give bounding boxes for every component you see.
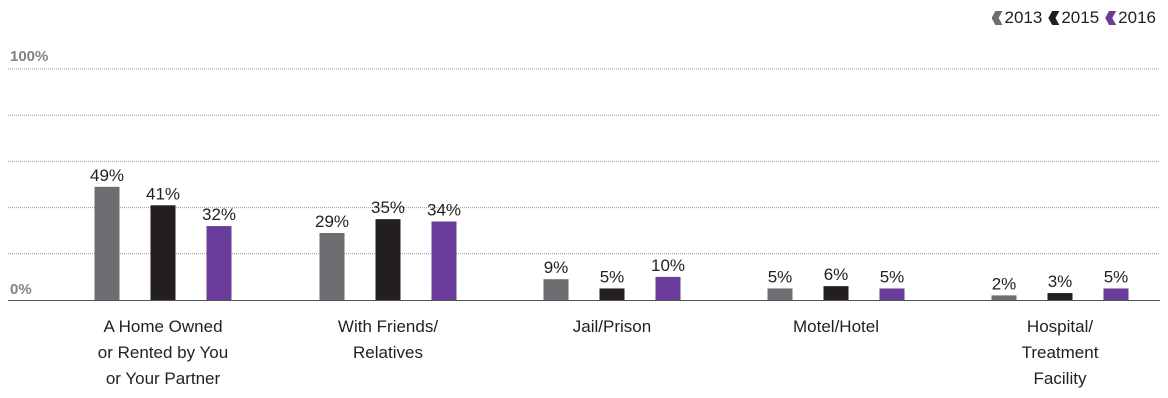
data-label: 5% bbox=[768, 267, 793, 286]
category-label: Hospital/Treatment Facility bbox=[1022, 317, 1099, 388]
data-label: 6% bbox=[824, 265, 849, 284]
category-label: Jail/Prison bbox=[573, 317, 651, 336]
bar-2013 bbox=[94, 186, 120, 300]
data-label: 5% bbox=[1104, 267, 1129, 286]
data-label: 41% bbox=[146, 184, 180, 203]
legend-chevron-icon bbox=[1048, 11, 1060, 25]
data-label: 2% bbox=[992, 274, 1017, 293]
y-tick-label: 100% bbox=[10, 48, 48, 65]
data-label: 29% bbox=[315, 212, 349, 231]
category-label: Motel/Hotel bbox=[793, 317, 879, 336]
data-label: 9% bbox=[544, 258, 569, 277]
bar-2013 bbox=[543, 279, 569, 300]
legend-item-2016: 2016 bbox=[1105, 8, 1156, 28]
bar-2016 bbox=[206, 226, 232, 300]
bar-2016 bbox=[879, 288, 905, 300]
bar-2016 bbox=[655, 276, 681, 300]
bar-2015 bbox=[150, 205, 176, 300]
legend-chevron-icon bbox=[991, 11, 1003, 25]
legend-item-2013: 2013 bbox=[991, 8, 1043, 28]
category-label: A Home Owned or Rented by You or Your Part… bbox=[98, 317, 228, 388]
bar-2015 bbox=[375, 219, 401, 300]
data-label: 34% bbox=[427, 200, 461, 219]
bar-2015 bbox=[599, 288, 625, 300]
data-label: 5% bbox=[600, 267, 625, 286]
data-label: 49% bbox=[90, 166, 124, 185]
legend-label: 2016 bbox=[1118, 8, 1156, 27]
legend-label: 2013 bbox=[1004, 8, 1043, 27]
data-label: 10% bbox=[651, 256, 685, 275]
data-label: 5% bbox=[880, 267, 905, 286]
data-label: 35% bbox=[371, 198, 405, 217]
data-label: 3% bbox=[1048, 272, 1073, 291]
bar-2013 bbox=[991, 295, 1017, 300]
bar-2013 bbox=[319, 233, 345, 300]
data-label: 32% bbox=[202, 205, 236, 224]
chart-legend: 2013 2015 2016 bbox=[991, 8, 1156, 28]
bar-2013 bbox=[767, 288, 793, 300]
legend-chevron-icon bbox=[1105, 11, 1117, 25]
legend-item-2015: 2015 bbox=[1048, 8, 1099, 28]
y-tick-label: 0% bbox=[10, 281, 32, 298]
bar-2015 bbox=[1047, 293, 1073, 300]
bar-2016 bbox=[431, 221, 457, 300]
category-label: With Friends/Relatives bbox=[338, 317, 438, 362]
bar-2015 bbox=[823, 286, 849, 300]
bar-2016 bbox=[1103, 288, 1129, 300]
legend-label: 2015 bbox=[1061, 8, 1100, 27]
